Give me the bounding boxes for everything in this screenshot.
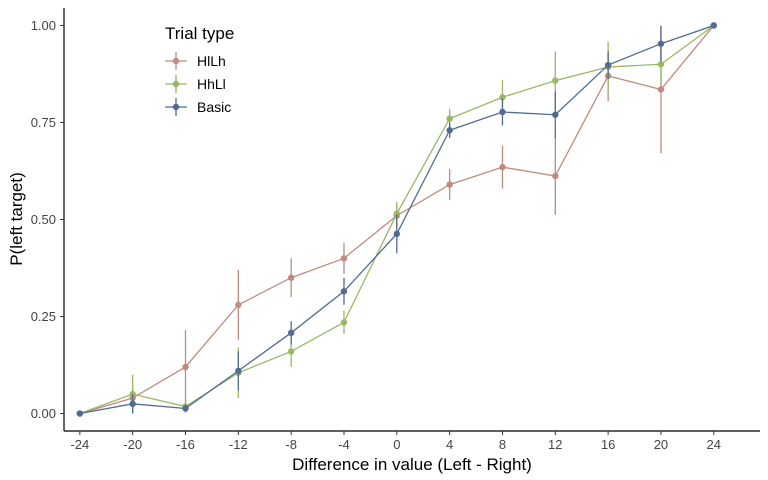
x-tick-label: -12 <box>229 437 248 452</box>
data-point <box>446 115 453 122</box>
x-axis-ticks: -24 -20 -16 -12 -8 -4 0 4 8 12 16 20 24 <box>70 431 721 452</box>
data-point <box>552 111 559 118</box>
y-tick-label: 0.25 <box>31 309 56 324</box>
data-point <box>340 319 348 326</box>
data-point <box>657 40 665 47</box>
x-axis-title: Difference in value (Left - Right) <box>292 455 532 474</box>
x-tick-label: 0 <box>393 437 400 452</box>
data-point <box>710 22 717 29</box>
data-point <box>499 94 506 101</box>
y-tick-label: 0.50 <box>31 212 56 227</box>
data-point <box>340 288 348 295</box>
x-tick-label: -8 <box>285 437 297 452</box>
x-tick-label: 12 <box>548 437 562 452</box>
data-point <box>604 61 612 69</box>
legend-swatch-point <box>172 57 180 65</box>
x-tick-label: 24 <box>707 437 721 452</box>
y-tick-label: 0.75 <box>31 115 56 130</box>
legend-label: HlLh <box>197 53 226 69</box>
y-axis-ticks: 0.00 0.25 0.50 0.75 1.00 <box>31 18 64 421</box>
series-basic <box>76 22 717 417</box>
legend-title: Trial type <box>165 24 234 43</box>
data-point <box>446 181 453 188</box>
legend: Trial type HlLh HhLl Basic <box>165 24 234 116</box>
legend-label: HhLl <box>197 76 226 92</box>
legend-swatch-point <box>172 80 180 88</box>
data-point <box>76 410 84 417</box>
y-tick-label: 0.00 <box>31 406 56 421</box>
x-tick-label: -20 <box>123 437 142 452</box>
data-point <box>499 108 506 116</box>
legend-item-hllh: HlLh <box>165 52 226 70</box>
data-point <box>129 400 136 408</box>
series-layer <box>76 22 717 417</box>
data-point <box>393 230 401 238</box>
x-tick-label: 20 <box>654 437 668 452</box>
y-tick-label: 1.00 <box>31 18 56 33</box>
data-point <box>287 329 295 337</box>
data-point <box>657 61 665 68</box>
legend-swatch-point <box>172 103 180 111</box>
data-point <box>287 348 295 355</box>
legend-item-hhll: HhLl <box>165 75 226 93</box>
data-point <box>287 274 295 281</box>
legend-items: HlLh HhLl Basic <box>165 52 231 116</box>
data-point <box>552 77 559 84</box>
data-point <box>393 210 401 217</box>
x-tick-label: -4 <box>338 437 350 452</box>
data-point <box>235 367 242 375</box>
data-point <box>235 301 242 309</box>
legend-item-basic: Basic <box>165 98 231 116</box>
data-point <box>340 255 348 262</box>
data-point <box>446 127 453 134</box>
data-point <box>657 86 665 93</box>
x-tick-label: 16 <box>601 437 615 452</box>
x-tick-label: -24 <box>70 437 89 452</box>
data-point <box>129 390 136 398</box>
data-point <box>182 405 189 412</box>
data-point <box>182 363 189 371</box>
x-tick-label: 8 <box>499 437 506 452</box>
x-tick-label: -16 <box>176 437 195 452</box>
legend-label: Basic <box>197 99 231 115</box>
data-point <box>552 172 559 180</box>
data-point <box>499 163 506 171</box>
y-axis-title: P(left target) <box>7 172 26 266</box>
x-tick-label: 4 <box>446 437 453 452</box>
